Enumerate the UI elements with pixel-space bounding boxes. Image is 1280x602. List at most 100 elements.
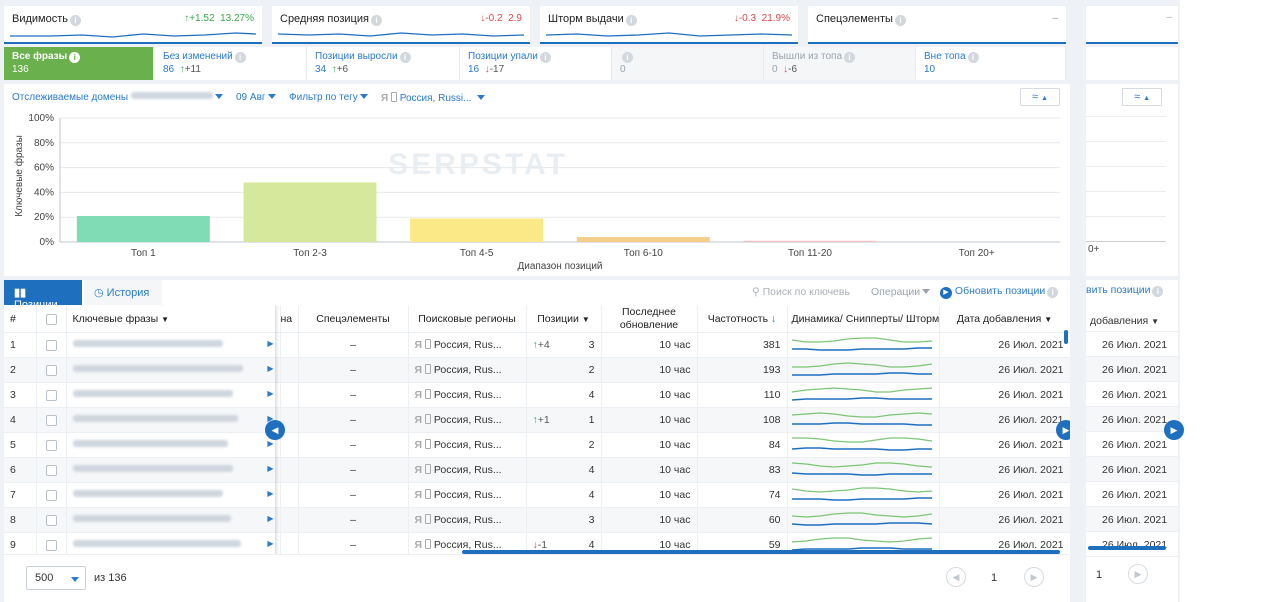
col-keywords[interactable]: Ключевые фразы ▼ <box>66 306 281 333</box>
info-icon[interactable]: i <box>370 15 382 26</box>
vertical-scrollbar[interactable] <box>1064 330 1068 344</box>
external-link-icon[interactable]: ▶ <box>267 339 274 348</box>
prev-page-button[interactable]: ◀ <box>946 567 966 587</box>
keyword-cell[interactable]: ▶ <box>66 357 281 383</box>
table-row[interactable]: 2 ▶ – Я Россия, Rus... 2 10 час 193 26 Июл. 202… <box>4 357 1070 383</box>
bar[interactable] <box>410 218 544 242</box>
info-icon[interactable]: i <box>625 15 637 26</box>
table-row[interactable]: 7 ▶ – Я Россия, Rus... 4 10 час 74 26 Июл. 2021 <box>4 482 1070 508</box>
col-dynamics[interactable]: Динамика/ Снипперты/ Шторм <box>787 306 940 333</box>
operations-dropdown[interactable]: Операции <box>871 286 931 298</box>
table-row[interactable]: 8 ▶ – Я Россия, Rus... 3 10 час 60 26 Июл. 2021 <box>4 507 1070 533</box>
chart-type-toggle[interactable]: ≈ ▲ <box>1020 88 1060 106</box>
col-frequency[interactable]: Частотность ↓ <box>697 306 788 333</box>
external-link-icon[interactable]: ▶ <box>267 539 274 548</box>
info-icon[interactable]: i <box>967 52 979 63</box>
bar[interactable] <box>243 182 377 242</box>
search-input[interactable]: ⚲ Поиск по ключевь <box>752 286 850 298</box>
bar[interactable] <box>76 215 210 242</box>
date-filter[interactable]: 09 Авг <box>236 92 276 103</box>
table-row[interactable]: 6 ▶ – Я Россия, Rus... 4 10 час 83 26 Июл. 2021 <box>4 457 1070 483</box>
dynamics-cell[interactable] <box>787 382 940 408</box>
metric-card-visibility[interactable]: Видимость i ↑+1.52 13.27% <box>4 6 262 44</box>
info-icon[interactable]: i <box>622 52 633 63</box>
dynamics-cell[interactable] <box>787 357 940 383</box>
col-positions[interactable]: Позиции ▼ <box>526 306 602 333</box>
info-icon[interactable]: i <box>234 52 246 63</box>
refresh-positions-button[interactable]: ▶ Обновить позиции i <box>940 285 1059 299</box>
row-checkbox[interactable] <box>45 339 57 351</box>
bar[interactable] <box>743 240 877 242</box>
keyword-cell[interactable]: ▶ <box>66 432 281 458</box>
keyword-cell[interactable]: ▶ <box>66 332 281 358</box>
col-regions[interactable]: Поисковые регионы <box>408 306 527 333</box>
horizontal-scrollbar[interactable] <box>462 550 1060 554</box>
dynamics-cell[interactable] <box>787 457 940 483</box>
external-link-icon[interactable]: ▶ <box>267 464 274 473</box>
table-row[interactable]: 1 ▶ – Я Россия, Rus... ↑+4 3 10 час 381 26 Июл. … <box>4 332 1070 358</box>
row-checkbox[interactable] <box>45 489 57 501</box>
keyword-cell[interactable]: ▶ <box>66 482 281 508</box>
bar[interactable] <box>576 237 710 242</box>
info-icon[interactable]: i <box>70 15 81 26</box>
domains-filter[interactable]: Отслеживаемые домены <box>12 92 223 103</box>
row-checkbox[interactable] <box>45 514 57 526</box>
dynamics-cell[interactable] <box>787 532 940 554</box>
filter-tab-out-of-top[interactable]: Вне топа i 10 <box>916 47 1066 80</box>
row-select[interactable] <box>36 332 67 358</box>
scroll-left-button[interactable]: ◀ <box>265 420 285 440</box>
row-select[interactable] <box>36 482 67 508</box>
info-icon[interactable]: i <box>69 52 81 63</box>
row-checkbox[interactable] <box>45 539 57 551</box>
row-select[interactable] <box>36 532 67 554</box>
external-link-icon[interactable]: ▶ <box>267 414 274 423</box>
col-updated[interactable]: Последнее обновление <box>601 306 698 333</box>
select-all-checkbox[interactable] <box>45 313 57 325</box>
tab-positions[interactable]: ▮▮ Позиции <box>4 280 82 311</box>
tag-filter[interactable]: Фильтр по тегу <box>289 92 368 103</box>
region-filter[interactable]: Я Россия, Russi... <box>381 92 486 104</box>
dynamics-cell[interactable] <box>787 407 940 433</box>
table-row[interactable]: 4 ▶ – Я Россия, Rus... ↑+1 1 10 час 108 26 Июл. … <box>4 407 1070 433</box>
keyword-cell[interactable]: ▶ <box>66 382 281 408</box>
external-link-icon[interactable]: ▶ <box>267 389 274 398</box>
row-select[interactable] <box>36 457 67 483</box>
row-checkbox[interactable] <box>45 389 57 401</box>
metric-card-serp-storm[interactable]: Шторм выдачи i ↓-0.3 21.9% <box>540 6 798 44</box>
row-select[interactable] <box>36 507 67 533</box>
info-icon[interactable]: i <box>1047 287 1059 298</box>
external-link-icon[interactable]: ▶ <box>267 489 274 498</box>
row-select[interactable] <box>36 357 67 383</box>
table-row[interactable]: 3 ▶ – Я Россия, Rus... 4 10 час 110 26 Июл. 202… <box>4 382 1070 408</box>
row-select[interactable] <box>36 382 67 408</box>
keyword-cell[interactable]: ▶ <box>66 507 281 533</box>
keyword-cell[interactable]: ▶ <box>66 532 281 554</box>
dynamics-cell[interactable] <box>787 482 940 508</box>
col-select[interactable] <box>36 306 67 333</box>
keyword-cell[interactable]: ▶ <box>66 407 281 433</box>
external-link-icon[interactable]: ▶ <box>267 439 274 448</box>
external-link-icon[interactable]: ▶ <box>267 364 274 373</box>
tab-history[interactable]: ◷ История <box>84 280 162 305</box>
filter-tab-left-top[interactable]: Вышли из топа i 0 ↓-6 <box>764 47 916 80</box>
per-page-select[interactable]: 500 <box>26 566 86 590</box>
filter-tab-positions-down[interactable]: Позиции упали i 16 ↓-17 <box>460 47 612 80</box>
dynamics-cell[interactable] <box>787 332 940 358</box>
chart-type-toggle[interactable]: ≈ ▲ <box>1122 88 1162 106</box>
keyword-cell[interactable]: ▶ <box>66 457 281 483</box>
dynamics-cell[interactable] <box>787 507 940 533</box>
row-checkbox[interactable] <box>45 439 57 451</box>
current-page[interactable]: 1 <box>991 572 998 584</box>
info-icon[interactable]: i <box>894 15 906 26</box>
dynamics-cell[interactable] <box>787 432 940 458</box>
col-special[interactable]: Спецэлементы <box>298 306 409 333</box>
filter-tab-positions-up[interactable]: Позиции выросли i 34 ↑+6 <box>307 47 460 80</box>
table-row[interactable]: 9 ▶ – Я Россия, Rus... ↓-1 4 10 час 59 26 Июл. 2… <box>4 532 1070 554</box>
info-icon[interactable]: i <box>844 52 856 63</box>
filter-tab-all[interactable]: Все фразы i 136 <box>4 47 154 80</box>
filter-tab-new[interactable]: i 0 <box>612 47 764 80</box>
row-select[interactable] <box>36 407 67 433</box>
filter-tab-unchanged[interactable]: Без изменений i 86 ↑+11 <box>155 47 307 80</box>
external-link-icon[interactable]: ▶ <box>267 514 274 523</box>
row-checkbox[interactable] <box>45 364 57 376</box>
